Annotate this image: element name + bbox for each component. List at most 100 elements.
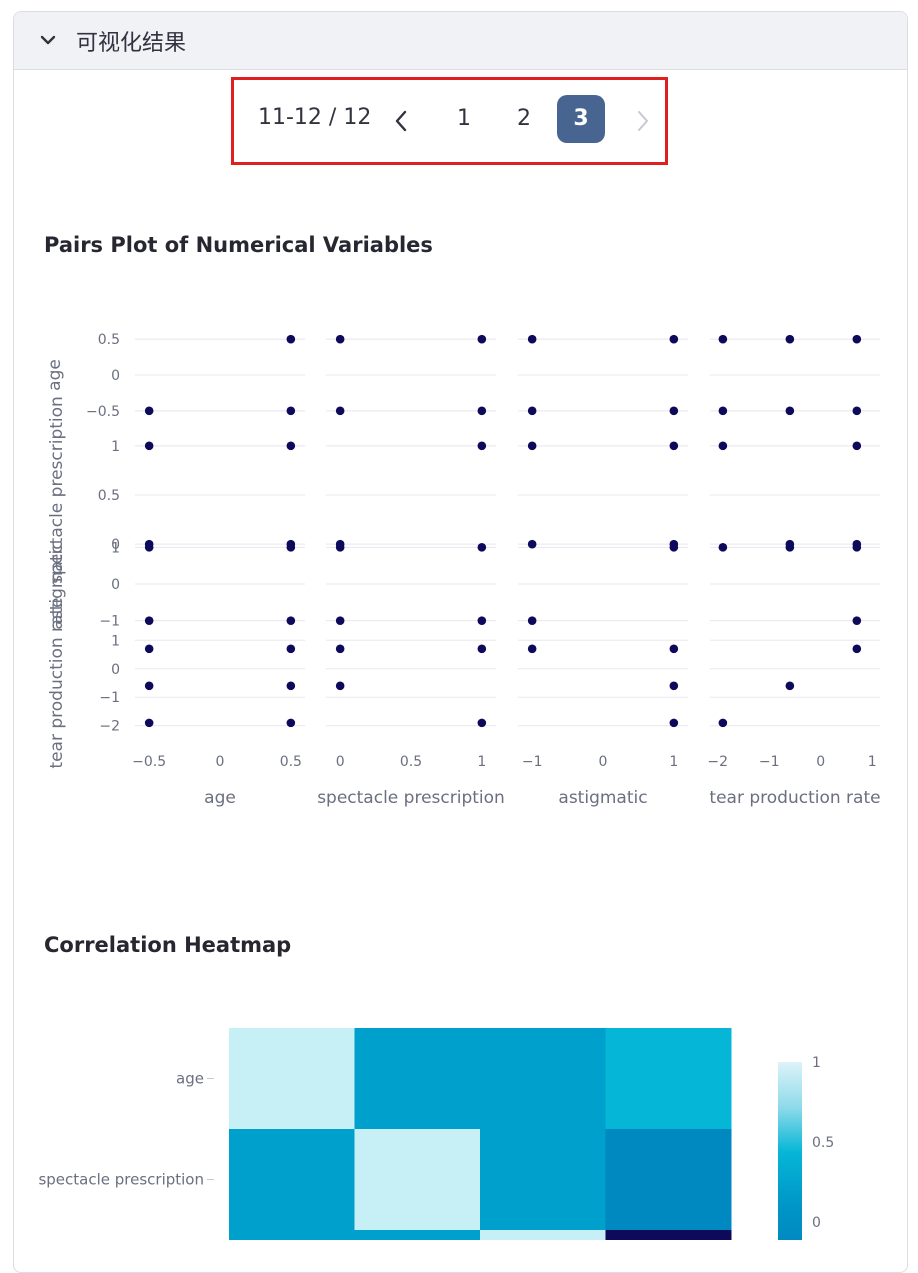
x-axis-title: tear production rate bbox=[709, 788, 880, 808]
heatmap-cell bbox=[480, 1230, 606, 1240]
page-button-1[interactable]: 1 bbox=[457, 106, 471, 131]
scatter-point bbox=[144, 718, 154, 728]
y-tick-label: −1 bbox=[99, 614, 120, 630]
correlation-heatmap: age spectacle prescription 1 0.5 0 bbox=[38, 1028, 834, 1240]
heatmap-row-label: spectacle prescription bbox=[38, 1171, 204, 1189]
scatter-point bbox=[286, 543, 296, 552]
scatter-point bbox=[669, 644, 679, 654]
x-tick-label: 0 bbox=[599, 754, 608, 770]
scatter-point bbox=[286, 644, 296, 654]
x-axis-title: spectacle prescription bbox=[317, 788, 505, 808]
scatter-point bbox=[718, 334, 728, 344]
y-tick-label: 0 bbox=[111, 368, 120, 384]
scatter-point bbox=[477, 718, 487, 728]
scatter-point bbox=[477, 334, 487, 344]
heatmap-cell bbox=[605, 1028, 732, 1130]
chevron-down-icon[interactable] bbox=[38, 30, 58, 50]
scatter-point bbox=[852, 441, 862, 451]
scatter-point bbox=[785, 406, 795, 416]
scatter-point bbox=[477, 406, 487, 416]
chevron-left-icon[interactable] bbox=[390, 108, 412, 134]
colorbar-tick-label: 0 bbox=[812, 1215, 821, 1231]
scatter-point bbox=[669, 334, 679, 344]
x-tick-label: 0.5 bbox=[280, 754, 302, 770]
scatter-point bbox=[144, 616, 154, 625]
y-tick-label: −2 bbox=[99, 719, 120, 735]
colorbar-tick-label: 1 bbox=[812, 1055, 821, 1071]
y-tick-label: −0.5 bbox=[86, 404, 120, 420]
heatmap-title: Correlation Heatmap bbox=[44, 933, 292, 957]
scatter-point bbox=[669, 441, 679, 451]
scatter-point bbox=[669, 543, 679, 552]
heatmap-cell bbox=[605, 1230, 732, 1240]
chevron-right-icon bbox=[638, 111, 648, 131]
y-tick-label: 1 bbox=[111, 540, 120, 556]
scatter-point bbox=[286, 406, 296, 416]
scatter-point bbox=[718, 718, 728, 728]
heatmap-cell bbox=[229, 1230, 355, 1240]
x-tick-label: −1 bbox=[759, 754, 780, 770]
scatter-point bbox=[144, 681, 154, 691]
y-axis-title: age bbox=[45, 359, 65, 391]
scatter-point bbox=[286, 441, 296, 451]
scatter-point bbox=[286, 718, 296, 728]
heatmap-cell bbox=[605, 1129, 732, 1231]
scatter-point bbox=[286, 616, 296, 625]
y-tick-label: 0 bbox=[111, 577, 120, 593]
page-button-2[interactable]: 2 bbox=[517, 106, 531, 131]
panel-header[interactable]: 可视化结果 bbox=[14, 12, 907, 70]
x-tick-label: 0 bbox=[216, 754, 225, 770]
scatter-point bbox=[718, 406, 728, 416]
scatter-point bbox=[852, 644, 862, 654]
y-tick-label: 0.5 bbox=[98, 332, 120, 348]
y-axis-title: spectacle prescription bbox=[47, 396, 67, 584]
scatter-point bbox=[852, 406, 862, 416]
x-tick-label: 1 bbox=[669, 754, 678, 770]
scatter-point bbox=[144, 406, 154, 416]
heatmap-cell bbox=[354, 1028, 481, 1130]
y-tick-label: 0 bbox=[111, 537, 120, 553]
page-button-3-active[interactable]: 3 bbox=[557, 95, 605, 143]
x-tick-label: −1 bbox=[522, 754, 543, 770]
heatmap-cell bbox=[354, 1129, 481, 1231]
panel-title: 可视化结果 bbox=[76, 31, 187, 56]
scatter-point bbox=[527, 616, 537, 625]
heatmap-cell bbox=[229, 1028, 355, 1130]
scatter-point bbox=[852, 334, 862, 344]
scatter-point bbox=[785, 334, 795, 344]
y-tick-label: 1 bbox=[111, 633, 120, 649]
scatter-point bbox=[335, 616, 345, 625]
heatmap-cell bbox=[229, 1129, 355, 1231]
x-axis-title: astigmatic bbox=[558, 788, 647, 808]
x-tick-label: −2 bbox=[707, 754, 728, 770]
x-tick-label: 0 bbox=[336, 754, 345, 770]
scatter-point bbox=[477, 616, 487, 625]
scatter-point bbox=[286, 681, 296, 691]
scatter-point bbox=[718, 441, 728, 451]
scatter-point bbox=[785, 543, 795, 552]
y-tick-label: 1 bbox=[111, 439, 120, 455]
scatter-point bbox=[144, 644, 154, 654]
scatter-point bbox=[527, 539, 537, 549]
x-tick-label: 1 bbox=[868, 754, 877, 770]
x-axis-title: age bbox=[204, 788, 236, 808]
x-tick-label: −0.5 bbox=[132, 754, 166, 770]
scatter-point bbox=[852, 543, 862, 552]
scatter-point bbox=[477, 543, 487, 552]
heatmap-cell bbox=[480, 1129, 606, 1231]
scatter-point bbox=[669, 718, 679, 728]
scatter-point bbox=[785, 681, 795, 691]
scatter-point bbox=[477, 441, 487, 451]
y-axis-title: astigmatic bbox=[47, 540, 67, 629]
colorbar-tick-label: 0.5 bbox=[812, 1135, 834, 1151]
scatter-point bbox=[335, 406, 345, 416]
scatter-point bbox=[669, 406, 679, 416]
scatter-point bbox=[718, 543, 728, 552]
colorbar bbox=[778, 1062, 802, 1240]
scatter-point bbox=[669, 681, 679, 691]
pagination: 11-12 / 12 1 2 3 bbox=[231, 77, 668, 165]
y-tick-label: 0 bbox=[111, 662, 120, 678]
scatter-point bbox=[477, 644, 487, 654]
scatter-point bbox=[286, 334, 296, 344]
